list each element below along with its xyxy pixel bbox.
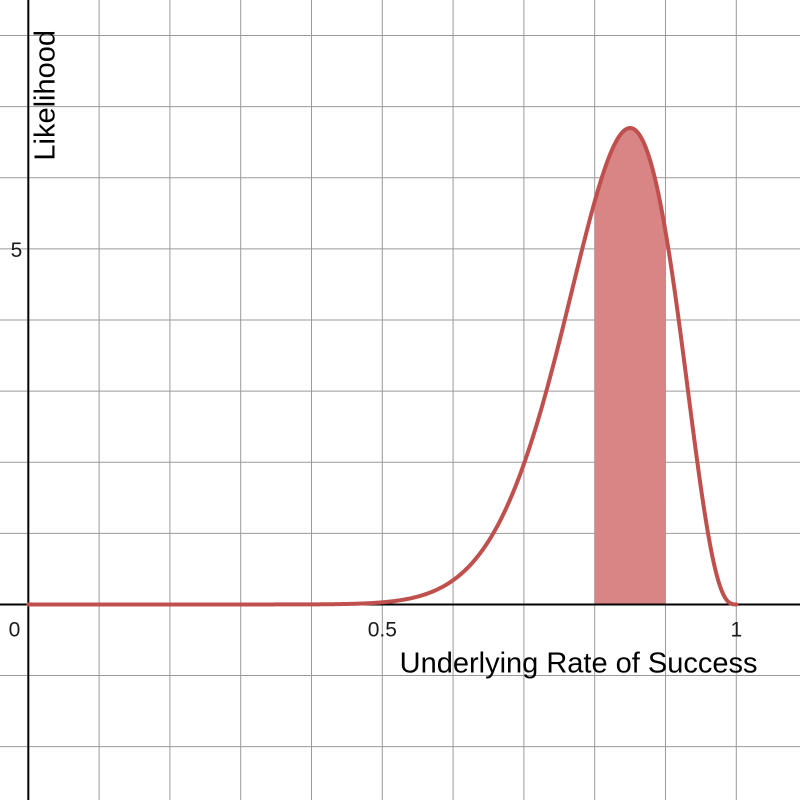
likelihood-curve — [26, 126, 739, 607]
y-axis-title: Likelihood — [29, 30, 61, 161]
x-tick-label: 1 — [730, 618, 742, 641]
x-tick-label: 0.5 — [368, 618, 397, 641]
shaded-region-layer — [594, 128, 666, 605]
x-tick-label: 0 — [9, 618, 21, 641]
curve-layer — [26, 126, 739, 607]
y-tick-label: 5 — [11, 239, 23, 262]
shaded-interval — [594, 128, 666, 605]
x-axis-title: Underlying Rate of Success — [400, 647, 758, 679]
tick-labels: 0 0.5 1 5 — [9, 239, 742, 642]
